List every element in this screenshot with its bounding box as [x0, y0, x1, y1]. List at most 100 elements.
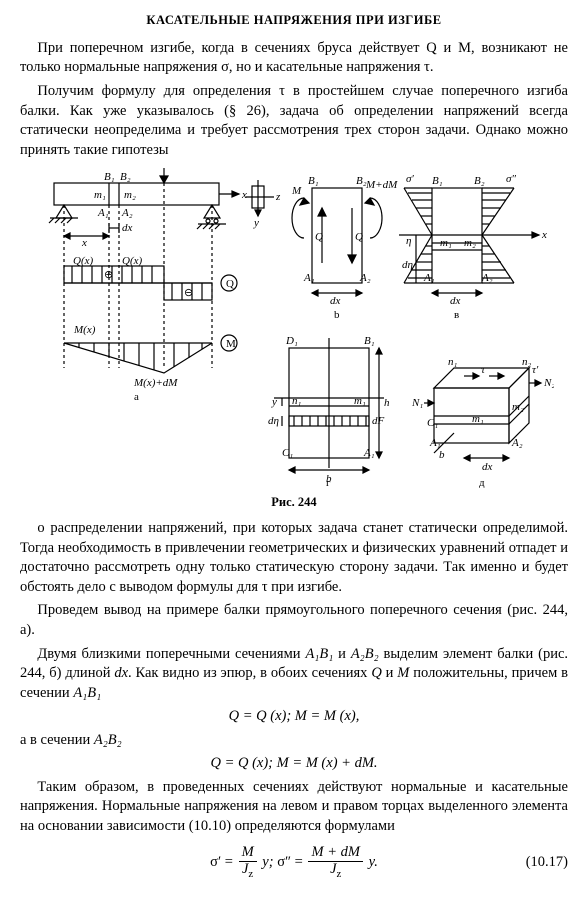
svg-text:A₂: A₂ [511, 437, 523, 449]
svg-text:Q(x): Q(x) [73, 255, 93, 267]
p5-a: Двумя близкими поперечными сечениями [37, 646, 305, 662]
svg-text:dη: dη [402, 259, 413, 271]
eq3-frac2: M + dMJz [308, 845, 362, 881]
p5-e: и [382, 665, 398, 681]
sym-A2B2b: A₂B₂ [94, 732, 122, 748]
subfig-a [49, 168, 239, 373]
svg-text:M: M [291, 185, 302, 197]
eq3-s1: σ′ = [210, 854, 236, 870]
p5-d: . Как видно из эпюр, в обоих сечениях [128, 665, 371, 681]
svg-text:B₁: B₁ [364, 335, 375, 347]
svg-text:д: д [479, 477, 485, 488]
svg-text:B₂: B₂ [474, 175, 485, 187]
svg-text:m₁: m₁ [440, 237, 452, 249]
svg-text:D₁: D₁ [285, 335, 298, 347]
paragraph-3: о распределении напряжений, при которых … [20, 519, 568, 597]
svg-text:N₂: N₂ [543, 377, 554, 389]
svg-text:dx: dx [450, 295, 461, 307]
eq1-text: Q = Q (x); M = M (x), [229, 708, 360, 724]
svg-text:A₁: A₁ [363, 447, 375, 459]
svg-text:Q(x): Q(x) [122, 255, 142, 267]
svg-text:x: x [81, 237, 87, 249]
svg-text:τ: τ [481, 364, 486, 376]
p5-b: и [333, 646, 351, 662]
svg-text:B₁: B₁ [104, 171, 115, 183]
svg-text:C₁: C₁ [282, 447, 293, 459]
sym-A1B1b: A₁B₁ [73, 685, 101, 701]
svg-text:b: b [334, 309, 340, 321]
svg-text:dx: dx [122, 222, 133, 234]
paragraph-4: Проведем вывод на примере балки прямоуго… [20, 601, 568, 640]
svg-text:A₂: A₂ [359, 272, 371, 284]
subfig-a-labels: B₁ B₂ m₁ m₂ A₁ A₂ x dx x Q(x) Q(x) ⊕ ⊖ Q… [73, 171, 247, 403]
svg-text:N₁: N₁ [411, 397, 423, 409]
svg-text:m₂: m₂ [464, 237, 476, 249]
paragraph-1: При поперечном изгибе, когда в сечениях … [20, 39, 568, 78]
svg-text:n₁: n₁ [448, 356, 458, 368]
svg-text:n₂: n₂ [522, 356, 532, 368]
svg-text:C₁: C₁ [427, 417, 438, 429]
svg-text:τ′: τ′ [532, 364, 539, 376]
sym-A1B1: A₁B₁ [305, 646, 333, 662]
svg-text:Q: Q [226, 278, 234, 290]
eq3-tail1: y; [259, 854, 274, 870]
svg-text:A₁: A₁ [429, 437, 441, 449]
paragraph-6: Таким образом, в проведенных сечениях де… [20, 778, 568, 837]
svg-text:dx: dx [482, 461, 493, 473]
svg-text:σ′: σ′ [406, 173, 414, 185]
eq3-tail2: y. [365, 854, 378, 870]
svg-text:b: b [439, 449, 445, 461]
equation-1: Q = Q (x); M = M (x), [20, 707, 568, 727]
svg-text:dx: dx [330, 295, 341, 307]
svg-text:M+dM: M+dM [365, 179, 398, 191]
svg-text:x: x [241, 189, 247, 201]
svg-text:B₁: B₁ [432, 175, 443, 187]
svg-text:A₁: A₁ [97, 207, 109, 219]
eq3-num1: M [242, 844, 254, 860]
paragraph-2: Получим формулу для определения τ в прос… [20, 82, 568, 160]
svg-text:dF: dF [372, 415, 385, 427]
eq3-body: σ′ = MJz y; σ″ = M + dMJz y. [20, 845, 568, 881]
svg-text:m₂: m₂ [512, 401, 524, 413]
svg-text:y: y [271, 396, 277, 408]
section-heading: КАСАТЕЛЬНЫЕ НАПРЯЖЕНИЯ ПРИ ИЗГИБЕ [20, 12, 568, 29]
svg-text:M(x): M(x) [73, 324, 96, 336]
svg-text:A₁: A₁ [303, 272, 315, 284]
figure-caption: Рис. 244 [20, 494, 568, 511]
lbl-z: z [275, 191, 281, 203]
figure-244: B₁ B₂ m₁ m₂ A₁ A₂ x dx x Q(x) Q(x) ⊕ ⊖ Q… [20, 168, 568, 488]
eq3-num2: M + dM [311, 844, 359, 860]
equation-3: σ′ = MJz y; σ″ = M + dMJz y. (10.17) [20, 845, 568, 881]
equation-2: Q = Q (x); M = M (x) + dM. [20, 754, 568, 774]
eq3-s2: σ″ = [277, 854, 306, 870]
svg-text:Q: Q [315, 231, 323, 243]
svg-text:Q: Q [355, 231, 363, 243]
svg-text:а: а [134, 391, 139, 403]
svg-text:dη: dη [268, 415, 279, 427]
sym-A2B2: A₂B₂ [351, 646, 379, 662]
sym-Q: Q [371, 665, 381, 681]
svg-text:A₁: A₁ [423, 272, 435, 284]
svg-text:B₁: B₁ [308, 175, 319, 187]
svg-text:M(x)+dM: M(x)+dM [133, 377, 178, 389]
svg-text:η: η [406, 235, 411, 247]
subfig-v-labels: σ′ σ″ B₁ B₂ m₁ m₂ x A₁ A₂ dx η dη в [402, 173, 547, 321]
figure-svg: B₁ B₂ m₁ m₂ A₁ A₂ x dx x Q(x) Q(x) ⊕ ⊖ Q… [34, 168, 554, 488]
svg-text:B₂: B₂ [120, 171, 131, 183]
svg-text:m₁: m₁ [354, 395, 366, 407]
svg-text:г: г [326, 477, 331, 488]
svg-text:в: в [454, 309, 459, 321]
svg-text:⊖: ⊖ [184, 287, 193, 299]
interline-text: а в сечении [20, 732, 94, 748]
eq3-sub2: z [337, 867, 342, 879]
subfig-d-labels: n₁ n₂ τ′ N₁ N₂ C₁ m₁ m₂ A₁ A₂ b dx τ д [411, 356, 554, 488]
interline: а в сечении A₂B₂ [20, 731, 568, 751]
svg-text:⊕: ⊕ [104, 269, 113, 281]
lbl-y: y [253, 217, 259, 229]
eq3-sub1: z [248, 867, 253, 879]
svg-text:σ″: σ″ [506, 173, 516, 185]
paragraph-5: Двумя близкими поперечными сечениями A₁B… [20, 645, 568, 704]
svg-text:m₂: m₂ [124, 189, 136, 201]
subfig-zy [246, 180, 274, 216]
eq3-number: (10.17) [526, 853, 568, 873]
